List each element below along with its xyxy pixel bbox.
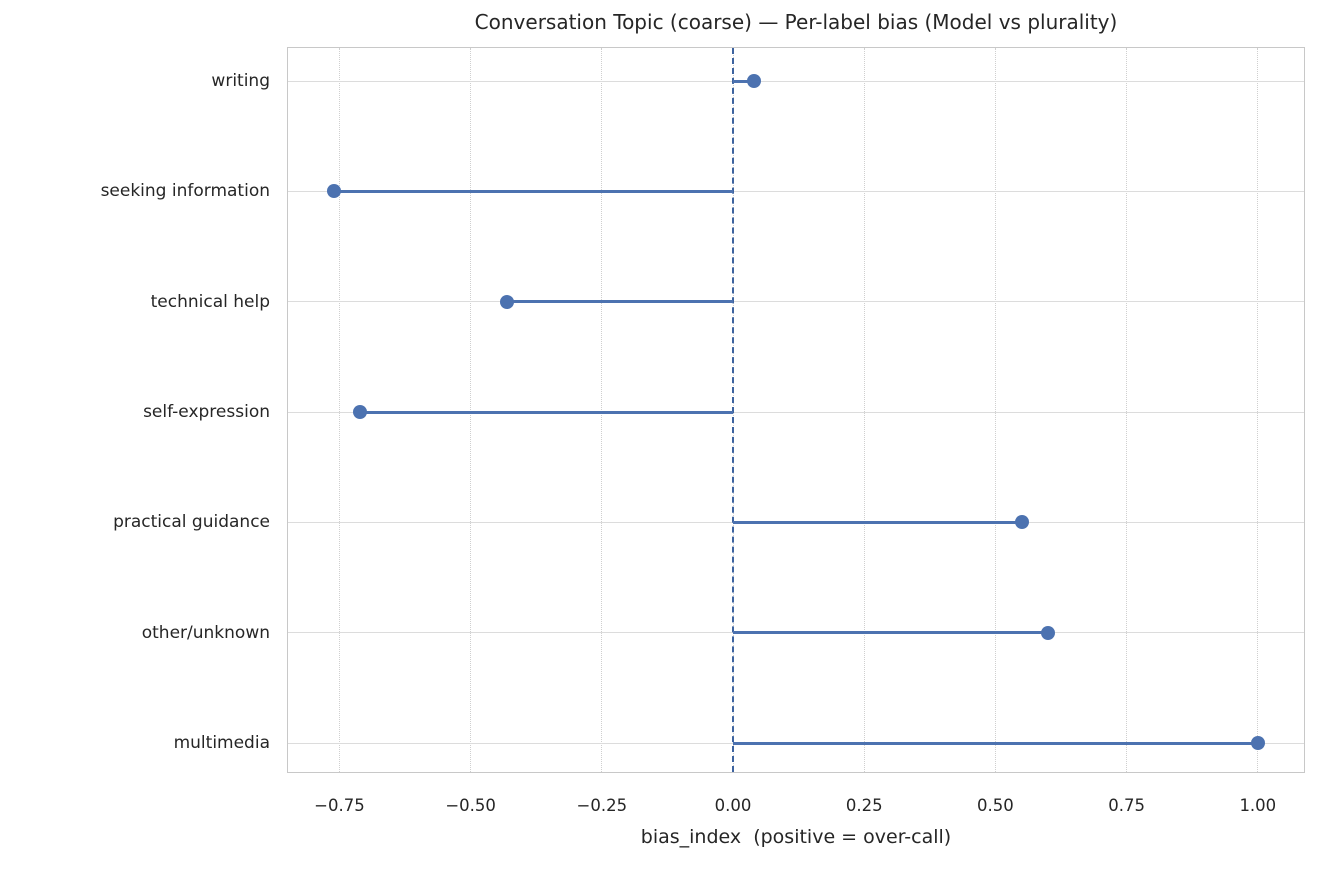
stem-line — [507, 300, 734, 304]
x-tick-label: 0.75 — [1108, 796, 1145, 815]
x-gridline — [338, 48, 340, 772]
x-axis-tick-labels: −0.75 −0.50 −0.25 0.00 0.25 0.50 0.75 1.00 — [288, 796, 1304, 818]
x-tick-label: 1.00 — [1239, 796, 1277, 815]
chart-title: Conversation Topic (coarse) — Per-label … — [474, 10, 1118, 34]
data-point — [500, 294, 515, 309]
data-point — [747, 74, 762, 88]
x-gridline — [1257, 48, 1259, 772]
plot-area — [287, 47, 1305, 773]
stem-line — [334, 189, 733, 193]
x-axis-label: bias_index (positive = over-call) — [640, 826, 952, 848]
x-tick-label: 0.50 — [977, 796, 1014, 815]
x-tick-label: −0.50 — [445, 796, 496, 815]
data-point — [1250, 736, 1265, 750]
x-tick-label: 0.25 — [845, 796, 883, 815]
y-tick-label: self-expression — [143, 402, 270, 422]
x-tick-label: −0.75 — [314, 796, 365, 815]
zero-reference-line — [732, 48, 735, 772]
y-gridline — [288, 301, 1304, 303]
x-gridline — [863, 48, 865, 772]
x-tick-label: 0.00 — [714, 796, 752, 815]
y-gridline — [288, 190, 1304, 192]
data-point — [327, 184, 342, 199]
x-gridline — [470, 48, 472, 772]
stem-line — [733, 520, 1022, 524]
y-gridline — [288, 411, 1304, 413]
x-tick-label: −0.25 — [576, 796, 628, 815]
data-point — [1014, 515, 1029, 530]
x-gridline — [601, 48, 603, 772]
stem-line — [733, 631, 1048, 635]
y-gridline — [288, 80, 1304, 82]
y-tick-label: technical help — [150, 291, 270, 312]
x-gridline — [1126, 48, 1128, 772]
y-tick-label: other/unknown — [141, 622, 270, 643]
y-tick-label: multimedia — [173, 733, 270, 753]
stem-line — [360, 410, 733, 414]
stem-line — [733, 79, 754, 83]
x-gridline — [994, 48, 996, 772]
y-tick-label: practical guidance — [113, 512, 270, 533]
y-tick-label: seeking information — [100, 181, 270, 202]
data-point — [353, 405, 368, 419]
y-axis-labels: writing seeking information technical help… — [0, 48, 270, 772]
stem-line — [733, 741, 1258, 745]
data-point — [1040, 625, 1055, 640]
y-tick-label: writing — [211, 71, 270, 91]
